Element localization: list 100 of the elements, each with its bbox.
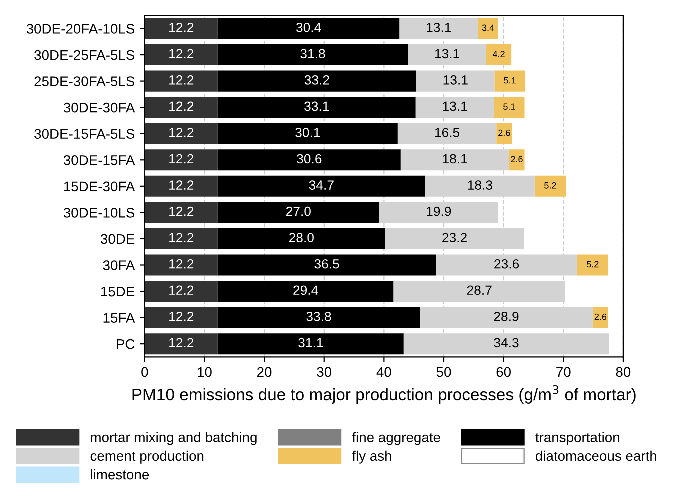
x-tick-label: 70	[556, 367, 571, 378]
data-label: 29.4	[294, 286, 318, 296]
data-label: 16.5	[435, 128, 460, 138]
y-tick-label: 15DE-30FA	[64, 182, 136, 192]
legend-label: fly ash	[352, 450, 392, 464]
data-label: 33.2	[304, 76, 330, 85]
data-label: 30.4	[296, 22, 322, 32]
y-tick-label: 15DE	[102, 287, 135, 297]
data-label: 12.2	[170, 312, 194, 322]
data-label: 13.1	[435, 49, 460, 59]
data-label: 13.1	[427, 22, 452, 32]
x-tick-label: 60	[496, 367, 511, 378]
data-label: 12.2	[170, 102, 194, 111]
bar	[218, 150, 401, 171]
data-label: 30.1	[296, 128, 320, 138]
bar	[144, 307, 218, 328]
bar	[494, 97, 525, 118]
x-tick-label: 80	[616, 367, 631, 378]
data-label: 4.2	[492, 51, 505, 58]
bar	[218, 44, 408, 66]
x-tick-label: 50	[436, 367, 452, 378]
bar	[218, 228, 386, 250]
data-label: 12.2	[170, 286, 194, 295]
data-label: 33.1	[304, 102, 330, 112]
x-tick-label: 10	[198, 367, 212, 378]
data-label: 5.1	[504, 77, 516, 84]
data-label: 12.2	[170, 128, 194, 138]
y-tick-label: 30FA	[103, 260, 136, 270]
bar	[218, 307, 420, 328]
data-label: 31.8	[300, 49, 326, 59]
bar	[144, 254, 218, 276]
bar	[144, 281, 218, 302]
bar	[144, 70, 218, 92]
y-tick-label: 30DE-20FA-10LS	[26, 24, 135, 34]
data-label: 5.2	[587, 261, 599, 268]
bar	[218, 18, 400, 40]
data-label: 34.7	[309, 180, 334, 190]
bar	[218, 176, 426, 197]
bar	[218, 202, 380, 224]
bar	[218, 334, 404, 355]
bar	[509, 150, 525, 171]
bar	[144, 123, 218, 144]
legend-label: diatomaceous earth	[536, 450, 656, 462]
bar	[534, 176, 566, 197]
data-label: 33.8	[306, 312, 332, 322]
y-tick-label: 15FA	[104, 313, 136, 323]
bar	[496, 123, 512, 144]
data-label: 3.4	[482, 24, 494, 32]
bar	[218, 281, 394, 302]
data-label: 23.2	[442, 233, 467, 243]
bar	[144, 18, 218, 40]
data-label: 13.1	[444, 76, 468, 85]
data-label: 2.6	[511, 156, 523, 163]
data-label: 28.7	[467, 286, 492, 296]
bar	[144, 176, 218, 197]
bar	[144, 334, 218, 355]
bar	[494, 70, 526, 92]
data-label: 23.6	[494, 259, 520, 269]
data-label: 28.0	[289, 233, 314, 243]
data-label: 30.6	[297, 154, 322, 164]
data-label: 27.0	[286, 206, 311, 216]
data-label: 31.1	[298, 338, 324, 348]
legend-label: limestone	[91, 469, 150, 480]
bar	[144, 97, 218, 118]
y-tick-label: 30DE-15FA	[64, 155, 136, 166]
data-label: 12.2	[170, 76, 194, 85]
bar	[592, 307, 608, 328]
data-label: 12.2	[170, 338, 194, 348]
data-label: 13.1	[443, 102, 468, 112]
data-label: 12.2	[170, 206, 194, 216]
bar	[218, 70, 416, 92]
x-tick-label: 30	[317, 367, 332, 378]
x-axis-title: PM10 emissions due to major production processes (g/m$^{3}$ of mortar)	[132, 385, 636, 404]
legend-label: cement production	[90, 450, 204, 464]
y-tick-label: 30DE-10LS	[64, 208, 135, 218]
data-label: 12.2	[170, 154, 194, 164]
bar	[144, 202, 218, 224]
bar	[486, 44, 512, 66]
x-tick-label: 20	[258, 367, 272, 378]
legend-label: fine aggregate	[352, 432, 440, 446]
bar	[144, 228, 218, 250]
data-label: 12.2	[170, 259, 194, 269]
data-label: 36.5	[314, 259, 340, 269]
y-tick-label: 25DE-30FA-5LS	[34, 76, 135, 86]
data-label: 2.6	[594, 314, 607, 320]
data-label: 12.2	[170, 180, 194, 190]
data-label: 34.3	[494, 338, 519, 348]
bar	[144, 150, 218, 171]
data-label: 5.1	[504, 104, 516, 110]
data-label: 18.1	[443, 154, 468, 164]
bar	[577, 254, 608, 276]
x-tick-label: 40	[376, 367, 392, 378]
bar	[218, 123, 398, 144]
legend-label: mortar mixing and batching	[91, 432, 257, 446]
y-tick-label: 30DE-15FA-5LS	[34, 129, 135, 140]
x-tick-label: 0	[142, 367, 148, 378]
bar	[218, 97, 416, 118]
data-label: 12.2	[170, 22, 194, 32]
data-label: 5.2	[544, 182, 556, 189]
y-tick-label: PC	[117, 339, 135, 350]
